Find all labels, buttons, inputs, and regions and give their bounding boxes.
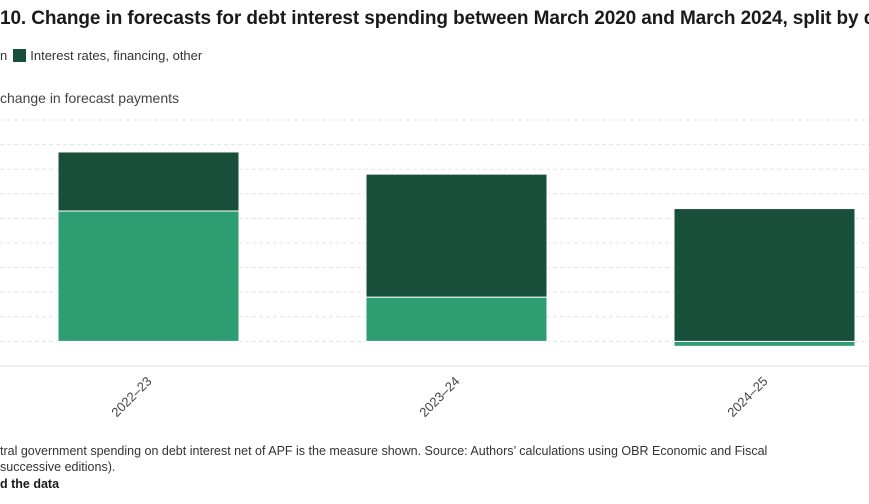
get-data-link[interactable]: d the data xyxy=(0,477,60,491)
bar-2023–24-series-0[interactable] xyxy=(365,296,548,342)
legend-swatch-interest-rates xyxy=(13,49,27,62)
chart-title: 10. Change in forecasts for debt interes… xyxy=(0,8,869,29)
bar-2023–24-series-1[interactable] xyxy=(365,173,548,298)
legend-item-n[interactable]: n xyxy=(0,48,7,63)
y-axis-label: change in forecast payments xyxy=(0,90,179,106)
bars xyxy=(57,151,856,347)
bar-2022–23-series-0[interactable] xyxy=(57,210,240,342)
x-tick-labels: 2022–23 2023–24 2024–25 xyxy=(108,374,770,420)
footnote: tral government spending on debt interes… xyxy=(0,444,768,474)
bar-2022–23-series-1[interactable] xyxy=(57,151,240,212)
legend-item-interest-rates[interactable]: Interest rates, financing, other xyxy=(13,48,202,63)
x-tick-label: 2022–23 xyxy=(108,374,154,420)
x-tick-label: 2023–24 xyxy=(416,374,462,420)
bar-2024–25-series-0[interactable] xyxy=(673,340,856,347)
legend-label-interest-rates: Interest rates, financing, other xyxy=(30,48,203,63)
legend-label-n: n xyxy=(0,48,8,63)
stacked-bar-chart: 2022–23 2023–24 2024–25 xyxy=(0,119,869,420)
legend: n Interest rates, financing, other xyxy=(0,48,208,63)
x-tick-label: 2024–25 xyxy=(724,374,770,420)
bar-2024–25-series-1[interactable] xyxy=(673,208,856,342)
